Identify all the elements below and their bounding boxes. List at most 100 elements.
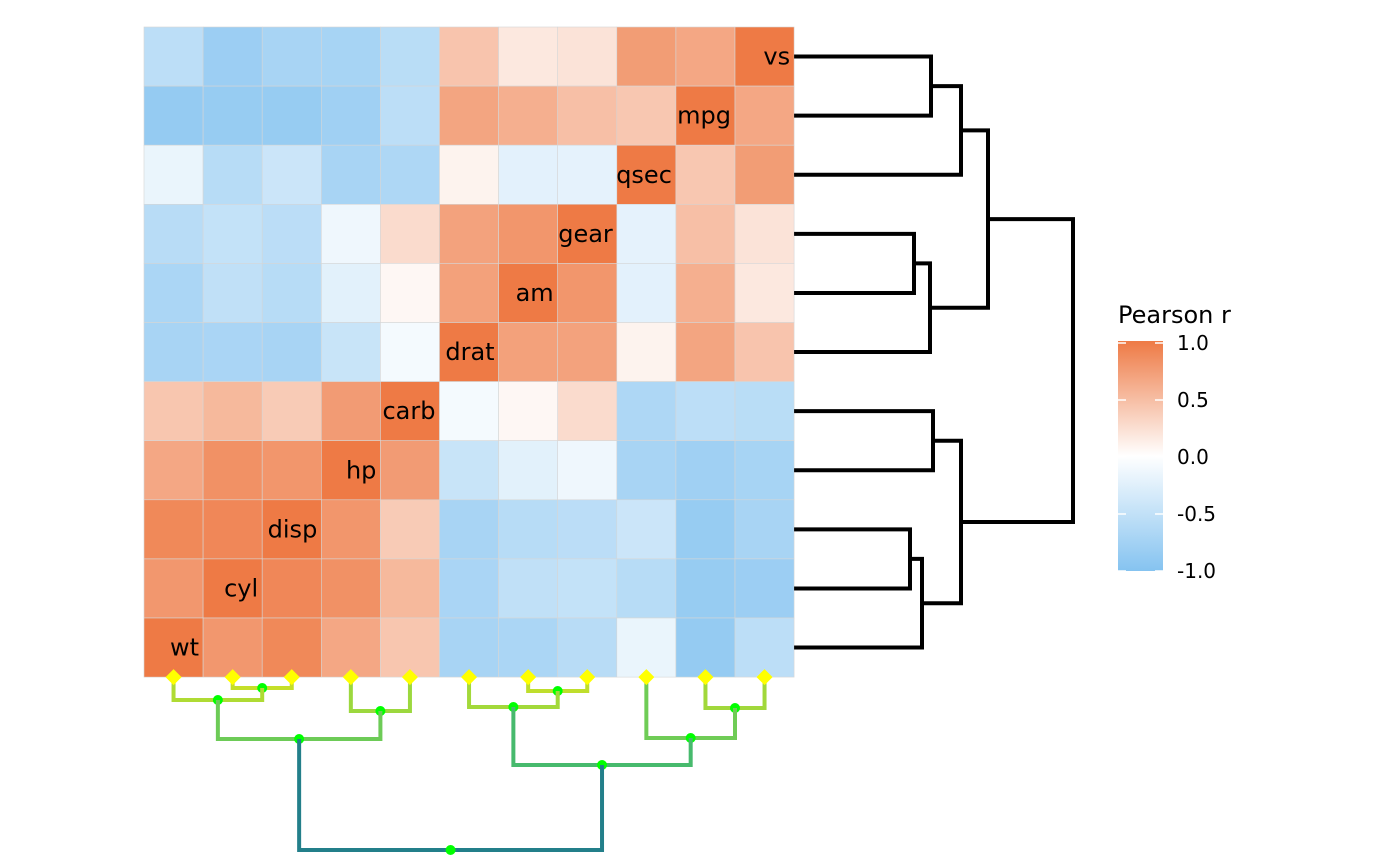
diagonal-labels: wt cyl disp hp carb drat am gear qsec mpg vs bbox=[170, 43, 790, 662]
col-leaf-marker-vs bbox=[756, 669, 773, 686]
heatmap-cell-hp-mpg bbox=[675, 440, 736, 501]
heatmap-cell-mpg-am bbox=[498, 85, 559, 146]
heatmap-cell-wt-carb bbox=[380, 617, 440, 678]
heatmap-cell-gear-drat bbox=[439, 204, 499, 264]
diagonal-label-vs: vs bbox=[763, 43, 790, 71]
legend-tick-label: -1.0 bbox=[1177, 559, 1216, 583]
heatmap-cell-gear-cyl bbox=[202, 204, 263, 264]
heatmap-cell-am-hp bbox=[320, 263, 381, 323]
color-legend: Pearson r 1.0 0.5 0.0 -0.5 -1.0 bbox=[1118, 301, 1231, 583]
col-leaf-marker-hp bbox=[342, 669, 359, 686]
diagonal-label-drat: drat bbox=[445, 338, 494, 366]
heatmap-cell-carb-qsec bbox=[616, 381, 677, 442]
diagonal-label-wt: wt bbox=[170, 634, 199, 662]
heatmap-cell-drat-wt bbox=[143, 322, 204, 382]
heatmap-cell-hp-cyl bbox=[202, 440, 263, 501]
heatmap-cell-drat-disp bbox=[261, 322, 322, 382]
heatmap-cell-am-gear bbox=[557, 263, 618, 323]
heatmap-cell-qsec-drat bbox=[439, 144, 499, 205]
heatmap-cell-wt-disp bbox=[261, 617, 322, 678]
heatmap-cell-wt-wt bbox=[143, 617, 204, 678]
heatmap-cell-disp-gear bbox=[557, 499, 618, 560]
heatmap-cell-wt-qsec bbox=[616, 617, 677, 678]
heatmap-cell-qsec-gear bbox=[557, 144, 618, 205]
col-leaf-marker-drat bbox=[461, 669, 478, 686]
row-branch-lower bbox=[922, 438, 963, 606]
heatmap-cell-am-wt bbox=[143, 263, 204, 323]
heatmap-cell-hp-am bbox=[498, 440, 559, 501]
heatmap-cell-vs-drat bbox=[439, 26, 499, 87]
heatmap-cell-qsec-mpg bbox=[675, 144, 736, 205]
heatmap-cell-hp-vs bbox=[734, 440, 795, 501]
heatmap-cell-disp-am bbox=[498, 499, 559, 560]
legend-colorbar bbox=[1118, 341, 1163, 571]
heatmap-cell-carb-disp bbox=[261, 381, 322, 442]
diagonal-label-cyl: cyl bbox=[224, 574, 258, 602]
heatmap-cell-mpg-cyl bbox=[202, 85, 263, 146]
heatmap-cell-carb-drat bbox=[439, 381, 499, 442]
heatmap-cell-disp-cyl bbox=[202, 499, 263, 560]
row-branch-carb-hp bbox=[794, 409, 935, 473]
heatmap-cell-disp-vs bbox=[734, 499, 795, 560]
heatmap-cell-hp-hp bbox=[320, 440, 381, 501]
diagonal-label-am: am bbox=[516, 279, 554, 307]
heatmap-cell-cyl-vs bbox=[734, 558, 795, 619]
heatmap-cell-carb-vs bbox=[734, 381, 795, 442]
column-dendrogram bbox=[165, 669, 773, 855]
col-branch-left bbox=[215, 700, 383, 741]
heatmap-cell-am-disp bbox=[261, 263, 322, 323]
heatmap-cell-vs-cyl bbox=[202, 26, 263, 87]
heatmap-cell-drat-hp bbox=[320, 322, 381, 382]
col-leaf-marker-am bbox=[520, 669, 537, 686]
heatmap-cell-vs-hp bbox=[320, 26, 381, 87]
heatmap-cell-qsec-disp bbox=[261, 144, 322, 205]
col-leaf-marker-wt bbox=[165, 669, 182, 686]
col-leaf-marker-disp bbox=[283, 669, 300, 686]
heatmap-cell-am-vs bbox=[734, 263, 795, 323]
row-branch-vs-mpg-qsec bbox=[794, 84, 963, 177]
heatmap-cell-qsec-qsec bbox=[616, 144, 677, 205]
heatmap-cell-gear-mpg bbox=[675, 204, 736, 264]
heatmap-cell-mpg-vs bbox=[734, 85, 795, 146]
heatmap-cell-vs-am bbox=[498, 26, 559, 87]
heatmap-cell-drat-mpg bbox=[675, 322, 736, 382]
heatmap-cell-carb-cyl bbox=[202, 381, 263, 442]
heatmap-cell-carb-wt bbox=[143, 381, 204, 442]
col-leaf-marker-mpg bbox=[697, 669, 714, 686]
heatmap-cell-drat-vs bbox=[734, 322, 795, 382]
heatmap-cell-disp-disp bbox=[261, 499, 322, 560]
heatmap-cell-vs-wt bbox=[143, 26, 204, 87]
heatmap-cell-gear-am bbox=[498, 204, 559, 264]
diagonal-label-qsec: qsec bbox=[616, 161, 672, 189]
heatmap-cell-cyl-qsec bbox=[616, 558, 677, 619]
heatmap-cell-cyl-carb bbox=[380, 558, 440, 619]
row-branch-gear-am-drat bbox=[794, 261, 932, 355]
heatmap-cell-am-drat bbox=[439, 263, 499, 323]
heatmap-cell-mpg-hp bbox=[320, 85, 381, 146]
heatmap-cell-cyl-drat bbox=[439, 558, 499, 619]
heatmap-cell-cyl-mpg bbox=[675, 558, 736, 619]
row-branch-disp-cyl-wt bbox=[794, 556, 924, 650]
legend-tick-label: -0.5 bbox=[1177, 502, 1216, 526]
heatmap-cell-drat-qsec bbox=[616, 322, 677, 382]
heatmap-cell-am-carb bbox=[380, 263, 440, 323]
col-leaf-marker-gear bbox=[579, 669, 596, 686]
col-branch-root-node bbox=[445, 845, 456, 855]
col-leaf-marker-cyl bbox=[224, 669, 241, 686]
heatmap-cell-wt-drat bbox=[439, 617, 499, 678]
diagonal-label-carb: carb bbox=[382, 397, 435, 425]
row-branch-gear-am bbox=[794, 231, 916, 295]
heatmap-cell-drat-cyl bbox=[202, 322, 263, 382]
heatmap-cell-wt-cyl bbox=[202, 617, 263, 678]
heatmap-cell-gear-wt bbox=[143, 204, 204, 264]
heatmap-cell-gear-carb bbox=[380, 204, 440, 264]
heatmap-cell-qsec-am bbox=[498, 144, 559, 205]
heatmap-cells bbox=[143, 26, 795, 678]
heatmap-cell-qsec-vs bbox=[734, 144, 795, 205]
heatmap-cell-gear-qsec bbox=[616, 204, 677, 264]
heatmap-cell-qsec-hp bbox=[320, 144, 381, 205]
heatmap-cell-am-mpg bbox=[675, 263, 736, 323]
diagonal-label-disp: disp bbox=[268, 515, 318, 543]
heatmap-cell-hp-gear bbox=[557, 440, 618, 501]
